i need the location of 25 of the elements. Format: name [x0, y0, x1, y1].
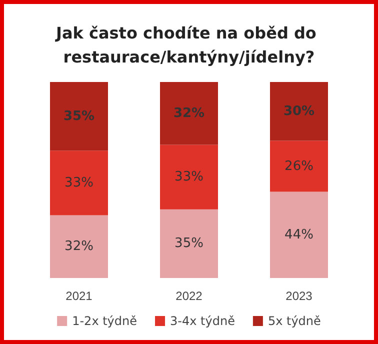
data-label: 32% [173, 106, 205, 121]
bar [160, 144, 218, 210]
bar [160, 209, 218, 278]
bar [160, 82, 218, 145]
x-tick-label: 2021 [66, 289, 93, 303]
legend-label: 1-2x týdně [72, 314, 138, 328]
data-label: 35% [174, 236, 204, 252]
bar [270, 192, 328, 278]
bar [50, 82, 108, 151]
legend-label: 5x týdně [268, 314, 321, 328]
data-label: 44% [284, 227, 314, 242]
bar [50, 150, 108, 216]
bar [270, 82, 328, 141]
data-label: 26% [284, 158, 314, 174]
legend-label: 3-4x týdně [170, 314, 235, 328]
x-tick-label: 2023 [286, 289, 313, 303]
bar [50, 215, 108, 278]
data-label: 33% [64, 175, 94, 190]
bar [270, 140, 328, 192]
data-label: 32% [64, 239, 94, 254]
data-label: 33% [174, 170, 204, 185]
data-label: 30% [283, 104, 315, 119]
x-tick-label: 2022 [176, 289, 203, 303]
data-label: 35% [63, 108, 95, 124]
chart-title: Jak často chodíte na oběd do restaurace/kantýny/jídelny? [55, 24, 322, 66]
